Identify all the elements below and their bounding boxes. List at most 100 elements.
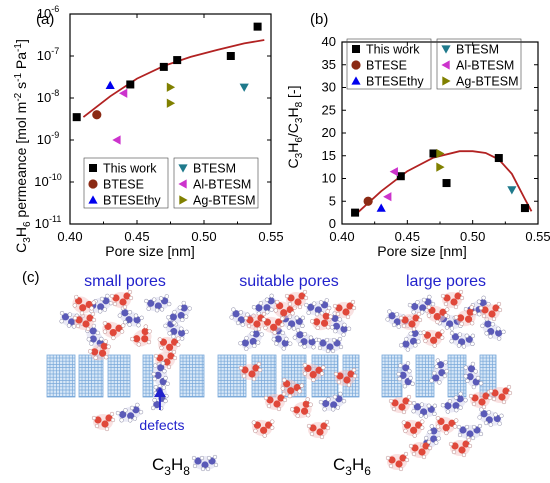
membrane-block (142, 354, 154, 398)
diagram-c: (c) small pores suitable pores large por… (22, 269, 513, 478)
data-point-this-work (126, 80, 135, 89)
legend-marker-btesethy (351, 76, 361, 85)
membrane-block (381, 354, 403, 398)
defects-arrow-head (154, 387, 166, 397)
chart-a-legend: This work BTESE BTESEthy BTESM Al-BTESM Ag-BT… (83, 157, 259, 209)
c3h6-molecule (290, 397, 313, 419)
legend-label: Ag-BTESM (193, 194, 256, 208)
x-tick-label: 0.45 (395, 229, 420, 244)
c3h8-label: C3H8 (152, 455, 190, 478)
c3h6-key-molecule (385, 451, 410, 472)
chart-a-frame (69, 13, 272, 225)
c3h6-molecule (243, 311, 268, 332)
legend-marker-btese (88, 179, 98, 189)
y-tick-label: 10-10 (34, 172, 61, 189)
legend-marker-btese (351, 60, 361, 70)
c3h6-molecule (157, 336, 181, 355)
x-tick-label: 0.55 (525, 229, 550, 244)
c3h6-molecule (109, 289, 134, 310)
legend-label: Al-BTESM (193, 178, 251, 192)
legend-marker-ag-btesm (442, 76, 451, 86)
y-tick-label: 10-7 (37, 46, 59, 63)
c3h6-molecule (263, 391, 288, 412)
data-point-this-work (159, 62, 168, 71)
x-tick-label: 0.50 (460, 229, 485, 244)
c3h6-label: C3H6 (333, 455, 371, 478)
panel-c-label: (c) (22, 269, 40, 286)
c3h6-molecule (130, 324, 152, 347)
y-tick-label: 15 (322, 148, 336, 163)
c3h6-molecule (251, 419, 275, 438)
legend-label: BTESM (456, 43, 499, 57)
data-point-btesethy (105, 80, 115, 90)
data-point-this-work (494, 154, 503, 163)
data-point-this-work (226, 52, 235, 60)
c3h8-molecule (144, 294, 172, 313)
data-point-this-work (396, 172, 405, 181)
legend-marker-this-work (352, 45, 360, 53)
data-point-btesm (239, 83, 249, 92)
legend-label: BTESM (193, 162, 236, 176)
membrane-block (179, 354, 205, 398)
c3h6-molecule (310, 309, 333, 331)
legend-label: Ag-BTESM (456, 75, 519, 89)
data-point-btese (92, 110, 102, 120)
data-point-al-btesm (383, 192, 392, 202)
y-tick-label: 5 (329, 193, 336, 208)
title-suitable-pores: suitable pores (239, 273, 339, 290)
y-tick-label: 25 (322, 102, 336, 117)
c3h6-molecule (238, 361, 263, 382)
c3h6-molecule (333, 367, 358, 388)
panel-a-label: (a) (36, 11, 54, 28)
c3h8-permeated (115, 402, 144, 423)
y-tick-label: 10-9 (37, 130, 59, 147)
c3h8-in-defect (151, 361, 170, 389)
legend-label: BTESE (366, 59, 407, 73)
legend-marker-al-btesm (178, 179, 187, 189)
legend-marker-this-work (89, 164, 97, 172)
c3h8-molecule (318, 391, 347, 412)
defects-label: defects (139, 417, 184, 433)
c3h6-molecule (448, 437, 473, 458)
y-tick-label: 0 (329, 216, 336, 231)
c3h6-molecule (440, 289, 465, 310)
c3h8-molecule (396, 361, 415, 389)
data-point-btesm (507, 186, 517, 195)
chart-b-xlabel: Pore size [nm] (377, 243, 466, 259)
data-point-ag-btesm (436, 162, 445, 172)
c3h8-molecule (238, 326, 264, 351)
c3h6-molecule (88, 339, 111, 361)
chart-b: 0.40 0.45 0.50 0.55 0 5 10 15 20 25 30 35 40 (b) Po… (285, 11, 550, 259)
data-point-this-work (520, 204, 529, 213)
c3h6-molecule (408, 439, 433, 460)
y-tick-label: 20 (322, 125, 336, 140)
c3h6-molecule (72, 311, 97, 332)
c3h6-molecule (302, 363, 326, 383)
legend-label: BTESEthy (366, 75, 424, 89)
chart-b-legend: This work BTESE BTESEthy BTESM Al-BTESM Ag-BT… (346, 38, 522, 90)
y-tick-label: 10-8 (37, 88, 59, 105)
legend-box (173, 157, 259, 209)
legend-label: This work (366, 43, 420, 57)
data-point-this-work (351, 208, 360, 217)
legend-marker-ag-btesm (179, 195, 188, 205)
data-point-this-work (72, 113, 81, 122)
legend-marker-btesethy (88, 195, 98, 204)
panel-b-label: (b) (310, 11, 328, 28)
data-point-al-btesm (119, 88, 128, 98)
c3h8-molecule (166, 300, 192, 325)
y-tick-label: 10 (322, 171, 336, 186)
c3h6-molecule (306, 419, 331, 440)
x-tick-label: 0.50 (191, 229, 216, 244)
c3h8-molecule (440, 391, 468, 414)
legend-box (436, 38, 522, 90)
chart-b-ylabel: C3H6/C3H8 [-] (285, 86, 305, 169)
c3h8-molecule (411, 401, 438, 419)
c3h6-molecule (401, 419, 425, 438)
c3h8-molecule (463, 361, 484, 390)
title-small-pores: small pores (84, 273, 166, 290)
legend-marker-al-btesm (441, 60, 450, 70)
defects-annotation: defects (139, 387, 185, 433)
membrane-block (447, 354, 467, 398)
legend-marker-btesm (441, 45, 451, 54)
